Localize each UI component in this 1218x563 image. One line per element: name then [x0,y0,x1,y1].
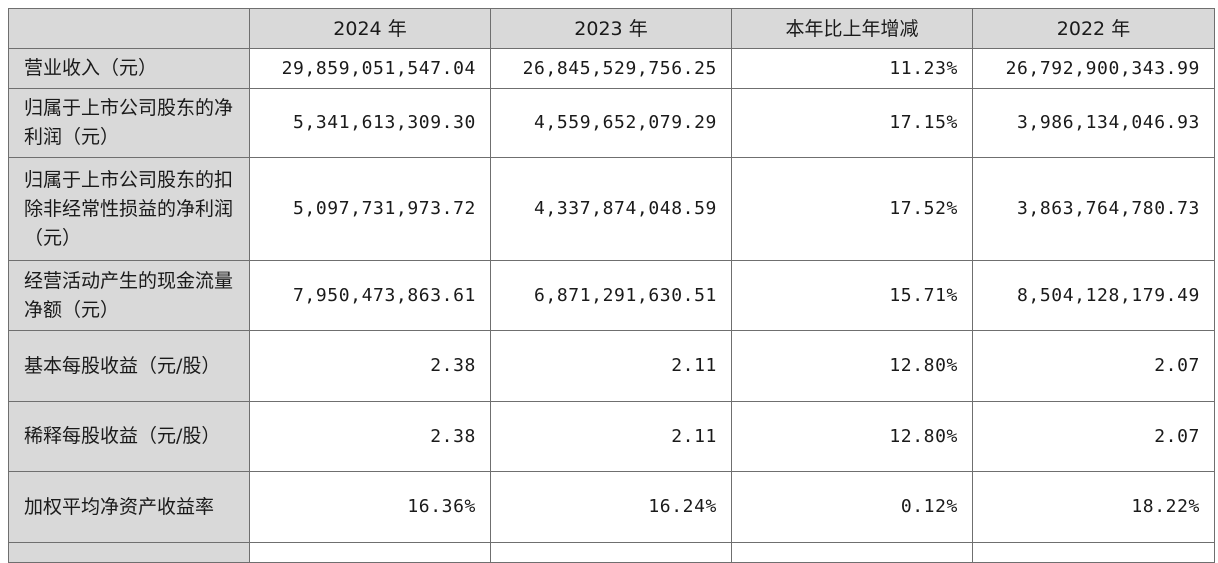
table-row: 营业收入（元） 29,859,051,547.04 26,845,529,756… [8,48,1215,89]
header-cell-2024: 2024 年 [249,8,491,49]
cell-empty [249,542,491,563]
cell-empty [490,542,732,563]
cell-2022: 2.07 [972,330,1215,402]
cell-2023: 2.11 [490,401,732,472]
table-row: 基本每股收益（元/股） 2.38 2.11 12.80% 2.07 [8,330,1215,402]
financial-summary-table: 2024 年 2023 年 本年比上年增减 2022 年 营业收入（元） 29,… [8,8,1215,563]
cell-2022: 18.22% [972,471,1215,543]
table-row: 稀释每股收益（元/股） 2.38 2.11 12.80% 2.07 [8,401,1215,472]
cell-2022: 3,986,134,046.93 [972,88,1215,158]
cell-2022: 8,504,128,179.49 [972,260,1215,331]
cell-2023: 6,871,291,630.51 [490,260,732,331]
cell-2024: 16.36% [249,471,491,543]
cell-change: 0.12% [731,471,973,543]
row-label: 加权平均净资产收益率 [8,471,250,543]
table-row: 经营活动产生的现金流量净额（元） 7,950,473,863.61 6,871,… [8,260,1215,331]
cell-2022: 26,792,900,343.99 [972,48,1215,89]
table-row: 归属于上市公司股东的扣除非经常性损益的净利润（元） 5,097,731,973.… [8,157,1215,261]
table-row: 归属于上市公司股东的净利润（元） 5,341,613,309.30 4,559,… [8,88,1215,158]
table-row-partial [8,542,1215,563]
cell-empty [731,542,973,563]
row-label: 归属于上市公司股东的扣除非经常性损益的净利润（元） [8,157,250,261]
row-label: 营业收入（元） [8,48,250,89]
cell-change: 17.52% [731,157,973,261]
cell-change: 12.80% [731,401,973,472]
cell-2023: 16.24% [490,471,732,543]
cell-2023: 26,845,529,756.25 [490,48,732,89]
row-label-empty [8,542,250,563]
cell-change: 11.23% [731,48,973,89]
row-label: 基本每股收益（元/股） [8,330,250,402]
header-cell-2023: 2023 年 [490,8,732,49]
cell-2023: 4,337,874,048.59 [490,157,732,261]
cell-2022: 3,863,764,780.73 [972,157,1215,261]
cell-2022: 2.07 [972,401,1215,472]
row-label: 归属于上市公司股东的净利润（元） [8,88,250,158]
cell-2023: 2.11 [490,330,732,402]
header-cell-blank [8,8,250,49]
header-cell-change: 本年比上年增减 [731,8,973,49]
cell-2023: 4,559,652,079.29 [490,88,732,158]
row-label: 经营活动产生的现金流量净额（元） [8,260,250,331]
cell-empty [972,542,1215,563]
cell-change: 17.15% [731,88,973,158]
cell-2024: 7,950,473,863.61 [249,260,491,331]
cell-change: 12.80% [731,330,973,402]
cell-change: 15.71% [731,260,973,331]
header-cell-2022: 2022 年 [972,8,1215,49]
row-label: 稀释每股收益（元/股） [8,401,250,472]
table-row: 加权平均净资产收益率 16.36% 16.24% 0.12% 18.22% [8,471,1215,543]
header-row: 2024 年 2023 年 本年比上年增减 2022 年 [8,8,1215,49]
cell-2024: 2.38 [249,401,491,472]
cell-2024: 29,859,051,547.04 [249,48,491,89]
cell-2024: 5,341,613,309.30 [249,88,491,158]
cell-2024: 5,097,731,973.72 [249,157,491,261]
cell-2024: 2.38 [249,330,491,402]
